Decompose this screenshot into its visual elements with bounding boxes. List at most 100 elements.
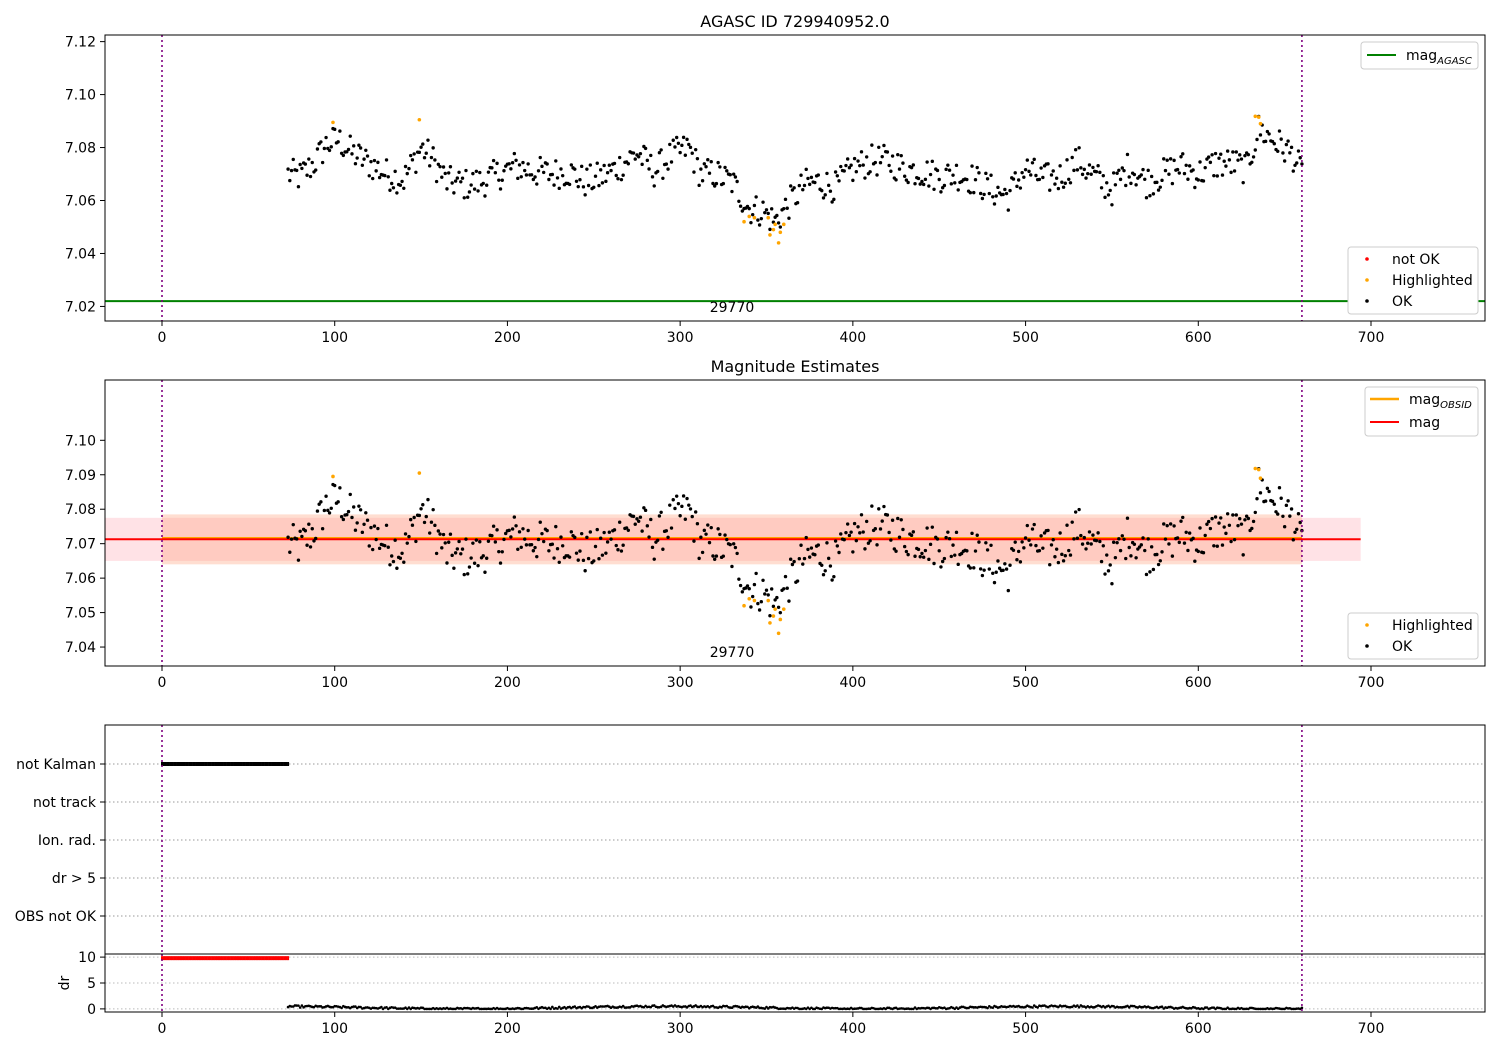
ok-point [460,547,465,551]
ok-point [535,554,539,559]
dr-clipped-marker [250,956,253,961]
ok-point [761,200,765,204]
ok-point [307,157,311,161]
dr-clipped-marker [200,956,203,961]
ok-point [977,540,981,544]
ok-point [498,561,503,565]
ok-point [445,187,449,191]
ok-point [440,175,444,179]
ok-point [1087,530,1092,534]
ok-point [1070,520,1074,524]
x-tick-label: 700 [1358,675,1385,691]
ok-point [1006,588,1011,593]
ok-point [545,528,549,533]
flag-marker [178,762,181,766]
ok-point [1186,548,1190,553]
ok-point [495,528,499,532]
dr-point [380,1005,383,1009]
ok-point [987,191,992,196]
ok-point [1198,160,1202,164]
ok-point [1003,562,1007,566]
flag-marker [221,762,224,766]
ok-point [605,171,610,175]
ok-point [1187,531,1192,535]
dr-point [1126,1004,1129,1008]
highlighted-point [752,598,757,603]
dr-point [1057,1005,1060,1009]
highlighted-point [1253,466,1258,471]
ok-point [923,177,928,182]
ok-point [1073,148,1078,152]
ok-point [982,568,986,572]
ok-point [1003,187,1007,192]
ok-point [1134,556,1138,560]
ok-point [856,159,860,163]
highlighted-point [766,215,771,220]
ok-point [697,183,701,188]
ok-point [1144,572,1149,577]
ok-point [472,561,477,565]
panel1-title: AGASC ID 729940952.0 [700,12,889,31]
ok-point [1288,151,1292,155]
highlighted-point [768,233,772,237]
ok-point [1080,542,1085,546]
ok-point [1193,559,1197,563]
ok-point [567,182,572,187]
dr-clipped-marker [287,956,290,961]
ok-point [897,535,902,539]
ok-point [574,551,579,555]
ok-point [1079,533,1083,538]
dr-clipped-marker [238,956,241,961]
flag-marker [195,762,198,766]
ok-point [889,169,893,173]
highlighted-point [781,222,786,227]
ok-point [1013,171,1017,175]
ok-point [497,549,501,554]
ok-point [547,549,551,553]
ok-point [308,174,313,179]
ok-point [683,517,688,521]
ok-point [769,207,774,211]
ok-point [524,543,529,547]
ok-point [448,165,453,169]
ok-point [858,163,862,168]
highlighted-point [776,631,781,636]
ok-point [769,587,774,591]
ok-point [731,172,736,176]
dr-clipped-marker [230,956,233,961]
dr-clipped-marker [247,956,250,961]
dr-clipped-marker [245,956,248,961]
ok-point [875,173,879,177]
dr-clipped-marker [205,956,208,961]
ok-point [826,183,831,188]
ok-point [1160,550,1164,554]
ok-point [1051,538,1055,542]
ok-point [1187,164,1192,168]
ok-point [447,171,451,175]
dr-clipped-marker [171,956,174,961]
ok-point [978,191,983,196]
ok-point [674,135,679,140]
dr-point [556,1007,559,1010]
ok-point [657,151,662,155]
ok-point [469,556,473,560]
ok-point [365,518,370,522]
ok-point [896,152,900,157]
ok-point [849,530,853,534]
flag-marker [179,762,182,766]
ok-point [1196,178,1200,182]
ok-point [471,541,475,545]
ok-point [804,167,808,172]
ok-point [816,543,821,547]
ok-point [944,535,948,540]
ok-point [890,154,895,158]
ok-point [600,553,605,557]
ok-point [666,535,670,539]
ok-point [616,548,620,552]
ok-point [1046,162,1050,166]
ok-point [709,525,713,530]
dr-clipped-marker [243,956,246,961]
ok-point [1236,523,1240,528]
ok-point [1263,499,1268,503]
ok-point [1111,540,1116,544]
